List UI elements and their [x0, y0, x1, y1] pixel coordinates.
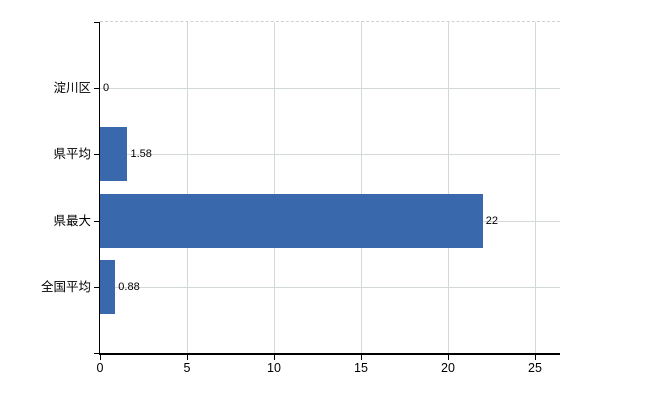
y-axis-tick: [93, 220, 99, 222]
bar-value-label: 1.58: [130, 148, 152, 161]
y-axis-tick: [93, 154, 99, 156]
horizontal-gridline: [100, 154, 560, 156]
x-axis-line: [98, 353, 560, 355]
horizontal-gridline: [100, 286, 560, 288]
bar[interactable]: [100, 127, 128, 182]
horizontal-gridline: [100, 88, 560, 90]
y-axis-line: [98, 22, 100, 353]
category-label: 県平均: [53, 147, 91, 162]
vertical-gridline: [187, 22, 188, 353]
x-axis-tick-label: 15: [354, 361, 368, 375]
y-axis-tick: [93, 22, 99, 23]
x-axis-tick-label: 10: [267, 361, 281, 375]
vertical-gridline: [535, 22, 536, 353]
x-axis-tick: [361, 354, 362, 360]
x-axis-tick: [100, 354, 101, 360]
category-label: 県最大: [53, 213, 91, 228]
x-axis-tick-label: 5: [183, 361, 191, 375]
vertical-gridline: [448, 22, 449, 353]
x-axis-tick: [187, 354, 188, 360]
bar[interactable]: [100, 259, 116, 314]
bar[interactable]: [100, 193, 483, 248]
vertical-gridline: [274, 22, 275, 353]
y-axis-tick: [93, 88, 99, 90]
x-axis-tick: [535, 354, 536, 360]
bar-value-label: 0: [103, 82, 110, 95]
category-label: 淀川区: [53, 81, 91, 96]
category-label: 全国平均: [40, 279, 91, 294]
y-axis-tick: [93, 286, 99, 288]
x-axis-tick: [274, 354, 275, 360]
y-axis-tick: [93, 353, 99, 354]
x-axis-tick-label: 0: [96, 361, 104, 375]
bar-value-label: 22: [485, 214, 499, 227]
bar-value-label: 0.88: [118, 280, 140, 293]
vertical-gridline: [361, 22, 362, 353]
x-axis-tick-label: 20: [441, 361, 455, 375]
x-axis-tick-label: 25: [528, 361, 542, 375]
plot-top-border: [100, 21, 560, 22]
x-axis-tick: [448, 354, 449, 360]
